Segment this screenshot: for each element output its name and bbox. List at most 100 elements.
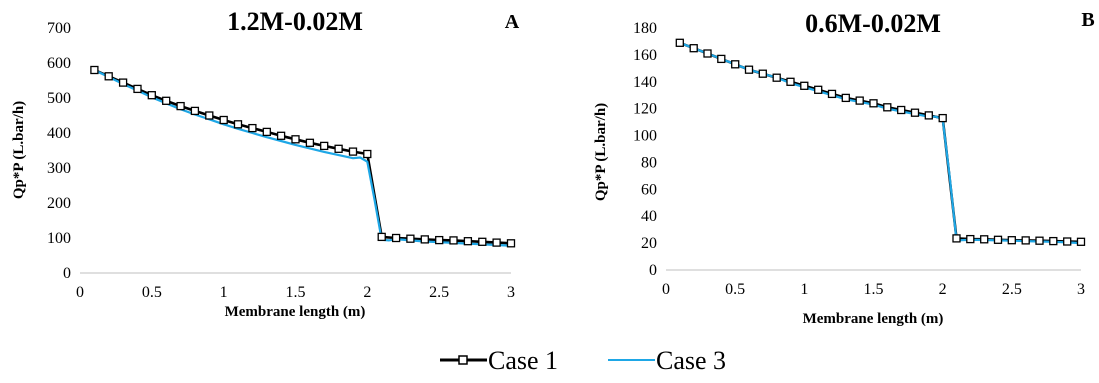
panel-a-case-1-point bbox=[449, 236, 458, 245]
panel-a-case-1-point bbox=[248, 123, 257, 133]
panel-b-case-1-point bbox=[952, 234, 961, 243]
panel-a-case-1-point bbox=[363, 149, 372, 159]
panel-a-ylabel: Qp*P (L.bar/h) bbox=[11, 101, 27, 199]
panel-b-case-1-point bbox=[1021, 236, 1030, 245]
legend: Case 1 Case 3 bbox=[440, 346, 726, 375]
panel-a-case-1-point bbox=[478, 237, 487, 246]
panel-a-case-1-point bbox=[320, 141, 329, 151]
panel-b-case-1-point bbox=[910, 108, 920, 117]
panel-a-x-tick-label: 1 bbox=[220, 284, 228, 301]
panel-a-case-1-point bbox=[506, 239, 516, 248]
panel-a-x-tick-label: 0 bbox=[76, 284, 84, 301]
panel-a-case-1-point bbox=[348, 147, 358, 156]
panel-b: 0.6M-0.02M B Membrane length (m) Qp*P (L… bbox=[593, 9, 1095, 327]
panel-b-plot: 0 20 40 60 80 100 120 140 160 180 0 0.5 1 1.5 2 2.5 3 bbox=[633, 20, 1086, 298]
panel-a-y-tick-label: 200 bbox=[47, 195, 71, 212]
panel-b-case-1-point bbox=[703, 49, 712, 58]
panel-a-y-tick-label: 300 bbox=[47, 160, 71, 177]
panel-b-y-tick-label: 100 bbox=[633, 128, 657, 145]
panel-a-case-1-point bbox=[176, 101, 185, 111]
legend-case-3-label: Case 3 bbox=[656, 346, 726, 375]
panel-b-case-1-point bbox=[1049, 236, 1058, 246]
panel-b-y-tick-label: 140 bbox=[633, 74, 657, 91]
panel-b-series-line-case-3 bbox=[679, 41, 1082, 245]
panel-a: 1.2M-0.02M A Membrane length (m) Qp*P (L… bbox=[11, 7, 520, 320]
panel-b-case-1-point bbox=[772, 73, 781, 82]
legend-item-case-3: Case 3 bbox=[608, 346, 726, 375]
panel-a-case-1-point bbox=[205, 111, 214, 120]
panel-b-case-1-point bbox=[814, 85, 823, 94]
panel-a-case-1-point bbox=[147, 91, 156, 100]
panel-a-case-1-point bbox=[162, 96, 171, 105]
panel-b-y-tick-label: 0 bbox=[649, 262, 657, 279]
legend-item-case-1: Case 1 bbox=[440, 346, 558, 375]
panel-b-y-tick-label: 20 bbox=[641, 235, 657, 252]
panel-a-case-1-point bbox=[262, 127, 271, 137]
panel-b-title: 0.6M-0.02M bbox=[805, 9, 941, 38]
panel-a-x-tick-label: 0.5 bbox=[142, 284, 162, 301]
panel-b-y-tick-label: 80 bbox=[641, 154, 657, 171]
panel-a-case-1-point bbox=[377, 232, 386, 242]
panel-b-case-1-point bbox=[731, 60, 740, 69]
panel-b-case-1-point bbox=[883, 103, 892, 112]
panel-b-case-1-point bbox=[744, 65, 754, 74]
panel-b-case-1-point bbox=[980, 235, 989, 244]
panel-b-x-tick-label: 1.5 bbox=[864, 281, 884, 298]
panel-a-case-1-point bbox=[133, 84, 142, 94]
panel-a-title: 1.2M-0.02M bbox=[227, 7, 363, 36]
panel-a-x-tick-label: 2 bbox=[363, 284, 371, 301]
panel-b-y-tick-label: 120 bbox=[633, 101, 657, 118]
panel-b-ylabel: Qp*P (L.bar/h) bbox=[593, 103, 609, 201]
panel-a-case-1-point bbox=[463, 237, 473, 246]
panel-b-series-line-case-1 bbox=[679, 41, 1082, 244]
panel-a-y-tick-label: 100 bbox=[47, 230, 71, 247]
panel-b-xlabel: Membrane length (m) bbox=[803, 311, 944, 327]
panel-b-x-tick-label: 2.5 bbox=[1002, 281, 1022, 298]
panel-a-series-line-case-3 bbox=[93, 69, 512, 247]
panel-a-y-tick-label: 500 bbox=[47, 90, 71, 107]
panel-a-letter: A bbox=[505, 11, 520, 33]
panel-a-x-tick-label: 1.5 bbox=[286, 284, 306, 301]
panel-b-x-tick-label: 2 bbox=[939, 281, 947, 298]
panel-a-x-tick-label: 2.5 bbox=[429, 284, 449, 301]
panel-b-case-1-point bbox=[1035, 236, 1044, 245]
panel-a-case-1-point bbox=[492, 238, 501, 247]
panel-b-case-1-point bbox=[786, 77, 795, 86]
panel-b-case-1-point bbox=[827, 89, 837, 99]
panel-a-case-1-point bbox=[219, 115, 228, 125]
panel-b-x-tick-label: 1 bbox=[800, 281, 808, 298]
panel-a-case-1-point bbox=[334, 144, 343, 153]
panel-b-case-1-point bbox=[1076, 237, 1086, 246]
legend-case-1-label: Case 1 bbox=[488, 346, 558, 375]
panel-a-series-line-case-1 bbox=[93, 68, 512, 245]
panel-b-x-tick-label: 3 bbox=[1077, 281, 1085, 298]
panel-b-y-tick-label: 180 bbox=[633, 20, 657, 37]
panel-a-case-1-point bbox=[420, 235, 429, 244]
panel-a-y-tick-label: 400 bbox=[47, 125, 71, 142]
panel-b-case-1-point bbox=[924, 111, 933, 120]
panel-b-case-1-point bbox=[855, 96, 864, 105]
panel-b-case-1-point bbox=[966, 234, 975, 244]
legend-case-1-marker bbox=[458, 355, 468, 365]
panel-b-y-tick-label: 160 bbox=[633, 47, 657, 64]
panel-a-case-1-point bbox=[276, 131, 286, 140]
panel-a-y-tick-label: 0 bbox=[63, 265, 71, 282]
panel-b-case-1-point bbox=[758, 69, 767, 78]
panel-a-case-1-point bbox=[305, 138, 315, 147]
panel-b-case-1-point bbox=[675, 38, 684, 47]
panel-a-case-1-point bbox=[118, 78, 128, 87]
panel-b-case-1-point bbox=[800, 81, 809, 90]
panel-a-case-1-point bbox=[233, 120, 243, 129]
panel-a-case-1-point bbox=[104, 72, 113, 81]
panel-a-x-tick-label: 3 bbox=[507, 284, 515, 301]
panel-b-case-1-point bbox=[689, 44, 698, 53]
panel-a-plot: 0 100 200 300 400 500 600 700 0 0.5 1 1.5 2 2.5 3 bbox=[47, 20, 516, 301]
panel-a-case-1-point bbox=[190, 106, 200, 116]
panel-b-case-1-point bbox=[841, 93, 850, 103]
panel-b-letter: B bbox=[1081, 9, 1094, 31]
panel-a-y-tick-label: 700 bbox=[47, 20, 71, 37]
panel-a-y-tick-label: 600 bbox=[47, 55, 71, 72]
panel-a-case-1-point bbox=[435, 235, 444, 245]
